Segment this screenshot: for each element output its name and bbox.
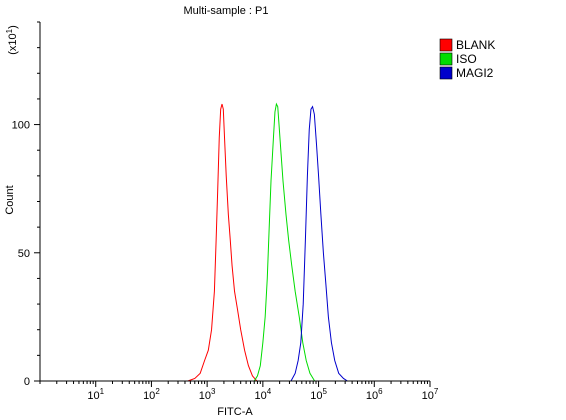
legend-swatch-iso [439, 52, 453, 66]
legend-label-iso: ISO [456, 52, 477, 66]
legend-swatch-magi2 [439, 66, 453, 80]
x-ticks: 101 102 103 104 105 106 107 [39, 381, 439, 402]
x-tick-label: 106 [366, 387, 383, 402]
legend-label-blank: BLANK [456, 38, 495, 52]
y-ticks: 0 50 100 [12, 21, 40, 388]
y-tick-label: 100 [12, 120, 30, 132]
series-line-magi2 [290, 105, 348, 382]
chart-title: Multi-sample : P1 [184, 5, 269, 17]
y-multiplier-label: (x101) [5, 25, 19, 55]
x-tick-label: 101 [87, 387, 104, 402]
plot-lines [187, 102, 348, 382]
x-tick-label: 103 [199, 387, 216, 402]
x-tick-label: 107 [422, 387, 439, 402]
legend-label-magi2: MAGI2 [456, 66, 494, 80]
x-tick-label: 105 [310, 387, 327, 402]
y-axis-title: Count [4, 185, 16, 214]
series-line-blank [187, 103, 258, 382]
x-tick-label: 102 [143, 387, 160, 402]
legend-swatch-blank [439, 38, 453, 52]
y-tick-label: 0 [24, 376, 30, 388]
y-tick-label: 50 [18, 248, 30, 260]
x-tick-label: 104 [255, 387, 272, 402]
series-line-iso [253, 102, 316, 382]
axes [39, 22, 430, 382]
x-axis-title: FITC-A [217, 406, 253, 418]
